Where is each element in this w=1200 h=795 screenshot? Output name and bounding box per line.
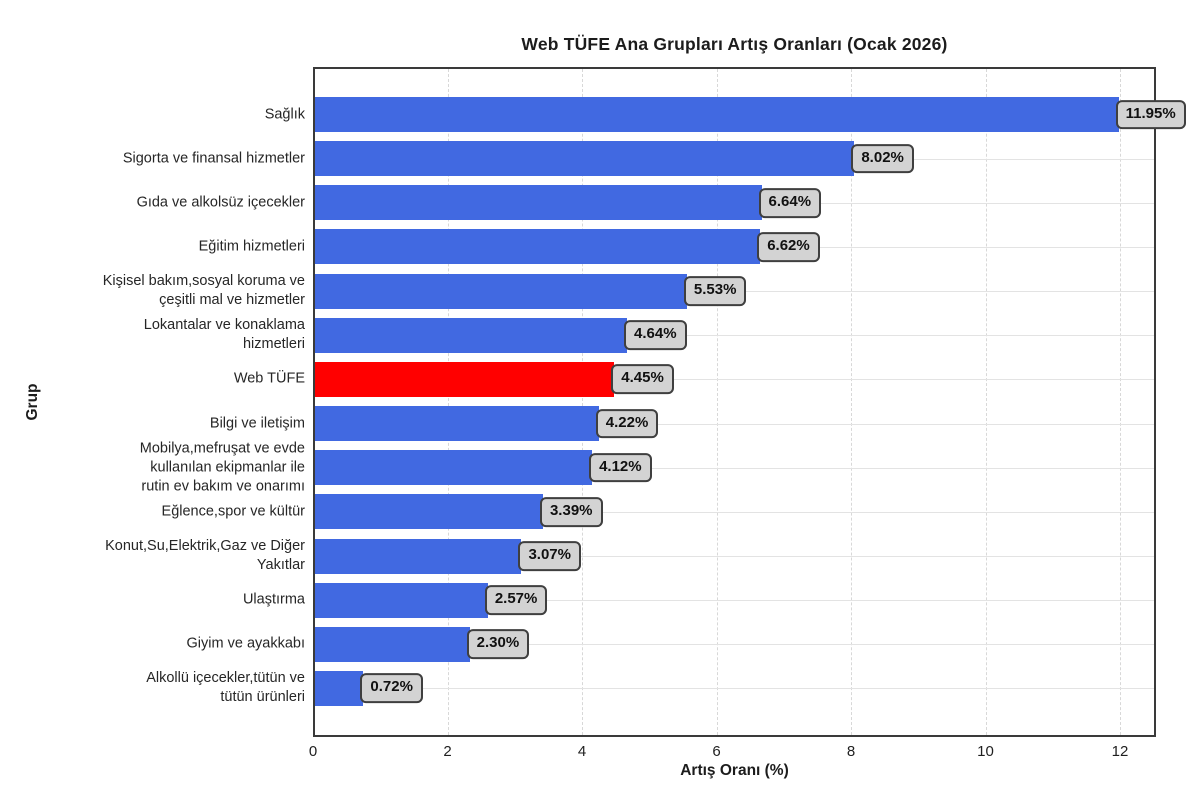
- category-label: Lokantalar ve konaklama hizmetleri: [5, 316, 305, 354]
- category-label: Giyim ve ayakkabı: [5, 635, 305, 654]
- bar: [315, 141, 855, 177]
- x-tick-label: 10: [977, 743, 994, 760]
- chart-title: Web TÜFE Ana Grupları Artış Oranları (Oc…: [521, 34, 948, 54]
- bar-value-label: 0.72%: [360, 673, 423, 704]
- bar-value-label: 6.64%: [758, 187, 822, 218]
- category-label-line: Eğlence,spor ve kültür: [161, 503, 305, 520]
- category-label: Ulaştırma: [5, 591, 305, 610]
- bar: [315, 626, 470, 662]
- category-label-line: Sağlık: [264, 106, 305, 122]
- category-label-line: Mobilya,mefruşat ve evde: [139, 440, 305, 457]
- x-tick-label: 4: [577, 743, 587, 760]
- category-label: Alkollü içecekler,tütün ve tütün ürünleri: [5, 669, 305, 707]
- bar: [315, 450, 593, 486]
- x-axis-label: Artış Oranı (%): [680, 762, 789, 779]
- horizontal-gridline: [315, 379, 1154, 381]
- horizontal-gridline: [315, 423, 1154, 425]
- category-label-line: çeşitli mal ve hizmetler: [159, 292, 305, 309]
- category-label: Kişisel bakım,sosyal koruma ve çeşitli ma…: [5, 272, 305, 310]
- vertical-gridline: [447, 69, 449, 735]
- category-label-line: Giyim ve ayakkabı: [186, 635, 305, 652]
- horizontal-gridline: [315, 335, 1154, 337]
- vertical-gridline: [1120, 69, 1121, 735]
- category-label-line: Web TÜFE: [233, 370, 305, 387]
- category-label-line: hizmetleri: [242, 336, 305, 353]
- bar-value-label: 2.30%: [466, 629, 530, 660]
- bar-value-label: 3.07%: [518, 541, 581, 571]
- bar: [315, 494, 543, 530]
- bar-value-label: 6.62%: [757, 232, 820, 262]
- category-label: Sigorta ve finansal hizmetler: [5, 149, 305, 168]
- x-tick-label: 8: [846, 743, 856, 760]
- category-label-line: Bilgi ve iletişim: [209, 415, 305, 432]
- category-label-line: kullanılan ekipmanlar ile: [150, 459, 305, 476]
- bar: [315, 97, 1119, 132]
- bar: [315, 361, 615, 397]
- category-label-line: Kişisel bakım,sosyal koruma ve: [102, 273, 305, 290]
- category-label-line: Ulaştırma: [242, 591, 305, 608]
- bar: [315, 185, 762, 221]
- bar-value-label: 11.95%: [1115, 99, 1186, 130]
- vertical-gridline: [851, 69, 852, 735]
- category-label-line: Eğitim hizmetleri: [198, 238, 305, 255]
- horizontal-gridline: [315, 556, 1154, 557]
- category-label-line: Gıda ve alkolsüz içecekler: [136, 194, 305, 211]
- x-tick-label: 2: [443, 743, 452, 760]
- horizontal-gridline: [315, 511, 1154, 513]
- bar-value-label: 4.22%: [595, 408, 659, 439]
- plot-area: 11.95% 8.02% 6.64% 6.62% 5.53% 4.64% 4.45% 4.22…: [313, 67, 1186, 737]
- horizontal-gridline: [315, 600, 1154, 602]
- bar: [315, 229, 761, 265]
- vertical-gridline: [985, 69, 987, 735]
- bar-value-label: 4.45%: [611, 364, 674, 395]
- bar-value-label: 3.39%: [539, 496, 603, 527]
- bar-value-label: 4.64%: [624, 320, 687, 351]
- horizontal-gridline: [315, 467, 1154, 469]
- category-label: Gıda ve alkolsüz içecekler: [5, 193, 305, 212]
- bar-value-label: 8.02%: [851, 143, 914, 174]
- horizontal-gridline: [315, 644, 1154, 646]
- category-label-line: Lokantalar ve konaklama: [143, 317, 305, 334]
- category-label: Bilgi ve iletişim: [5, 414, 305, 433]
- category-label-line: tütün ürünleri: [220, 689, 305, 706]
- bar: [315, 406, 599, 442]
- bar: [315, 317, 628, 353]
- category-label-line: Yakıtlar: [256, 557, 305, 573]
- vertical-gridline: [582, 69, 583, 735]
- x-tick-label: 6: [712, 743, 721, 760]
- bar: [315, 582, 488, 618]
- x-tick-label: 0: [308, 743, 318, 760]
- bar: [315, 670, 364, 706]
- bar-value-label: 2.57%: [484, 585, 548, 616]
- category-label: Eğitim hizmetleri: [5, 237, 305, 256]
- bar: [315, 538, 522, 574]
- horizontal-gridline: [315, 688, 1154, 690]
- bar-value-label: 4.12%: [589, 452, 652, 483]
- category-label-line: Konut,Su,Elektrik,Gaz ve Diğer: [105, 538, 305, 554]
- category-label: Web TÜFE: [5, 370, 305, 389]
- category-label: Eğlence,spor ve kültür: [5, 502, 305, 521]
- category-label: Sağlık: [5, 105, 305, 124]
- category-label: Konut,Su,Elektrik,Gaz ve Diğer Yakıtlar: [5, 537, 305, 575]
- category-label-line: Sigorta ve finansal hizmetler: [122, 150, 305, 167]
- bar-value-label: 5.53%: [683, 276, 747, 306]
- category-label: Mobilya,mefruşat ve evde kullanılan ekipm…: [5, 439, 305, 496]
- x-tick-label: 12: [1111, 743, 1129, 760]
- bar: [315, 273, 687, 309]
- category-label-line: rutin ev bakım ve onarımı: [141, 478, 305, 495]
- category-label-line: Alkollü içecekler,tütün ve: [146, 670, 305, 687]
- vertical-gridline: [716, 69, 718, 735]
